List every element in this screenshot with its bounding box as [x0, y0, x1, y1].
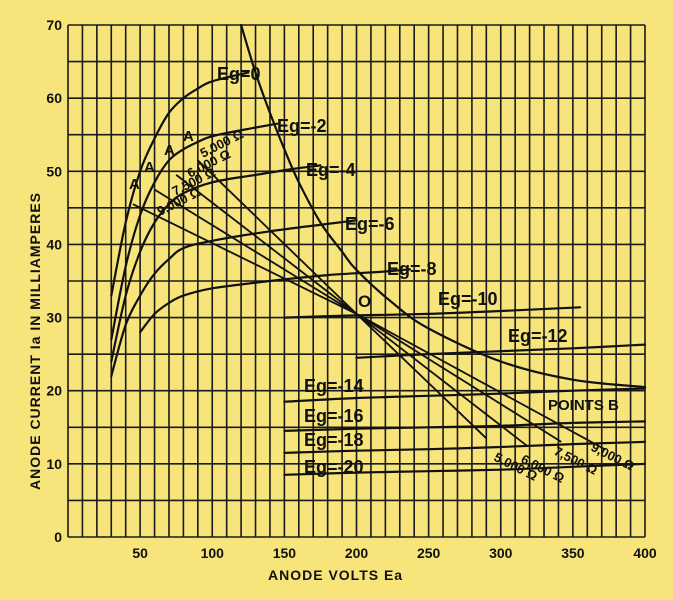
point-a-1: A	[183, 128, 194, 145]
points-a: A A A A	[129, 128, 194, 193]
curve-eg-2	[110, 122, 279, 341]
curve-eg-16	[283, 420, 647, 432]
eg-label-18: Eg=-18	[304, 430, 364, 450]
point-a-2: A	[164, 142, 175, 159]
operating-point-o: O	[358, 292, 371, 311]
tick-labels: 50 100 150 200 250 300 350 400 0 10 20 30 40 50 60 70	[46, 17, 656, 561]
eg-label-4: Eg=-4	[306, 160, 356, 180]
point-a-3: A	[144, 159, 155, 176]
x-tick-label: 150	[273, 545, 297, 561]
eg-label-8: Eg=-8	[387, 259, 437, 279]
x-tick-label: 200	[345, 545, 369, 561]
eg-label-6: Eg=-6	[345, 214, 395, 234]
y-tick-label: 30	[46, 310, 62, 326]
y-tick-label: 60	[46, 90, 62, 106]
y-tick-label: 10	[46, 456, 62, 472]
point-a-4: A	[129, 176, 140, 193]
curve-eg-6	[110, 219, 358, 378]
x-tick-label: 350	[561, 545, 585, 561]
curve-eg-14	[283, 387, 647, 403]
curve-eg-20	[283, 462, 647, 476]
eg-label-10: Eg=-10	[438, 289, 498, 309]
x-tick-label: 250	[417, 545, 441, 561]
y-tick-label: 50	[46, 163, 62, 179]
curve-eg-0	[110, 71, 250, 297]
points-b-label: POINTS B	[548, 397, 619, 414]
load-line-9-000	[132, 203, 606, 450]
curve-eg-18	[283, 440, 647, 454]
grid	[67, 24, 646, 538]
eg-label-12: Eg=-12	[508, 326, 568, 346]
curve-eg-4	[110, 164, 322, 363]
y-axis-title: ANODE CURRENT Ia IN MILLIAMPERES	[27, 192, 43, 490]
curve-max-dissipation	[240, 23, 647, 389]
eg-label-14: Eg=-14	[304, 376, 364, 396]
eg-label-2: Eg=-2	[277, 116, 327, 136]
eg-label-20: Eg=-20	[304, 457, 364, 477]
y-tick-label: 70	[46, 17, 62, 33]
x-tick-label: 300	[489, 545, 513, 561]
load-lines	[132, 159, 606, 450]
y-tick-label: 20	[46, 383, 62, 399]
x-axis-title: ANODE VOLTS Ea	[268, 567, 403, 583]
curve-eg-10	[283, 306, 582, 319]
curve-eg-8	[139, 268, 411, 334]
x-tick-label: 50	[132, 545, 148, 561]
eg-label-0: Eg=0	[217, 64, 261, 84]
plate-curves	[110, 23, 647, 476]
eg-labels: Eg=0 Eg=-2 Eg=-4 Eg=-6 Eg=-8 Eg=-10 Eg=-…	[217, 64, 568, 477]
curve-eg-12	[355, 343, 647, 359]
x-tick-label: 400	[633, 545, 657, 561]
y-tick-label: 0	[54, 529, 62, 545]
y-tick-label: 40	[46, 236, 62, 252]
x-tick-label: 100	[201, 545, 225, 561]
eg-label-16: Eg=-16	[304, 406, 364, 426]
